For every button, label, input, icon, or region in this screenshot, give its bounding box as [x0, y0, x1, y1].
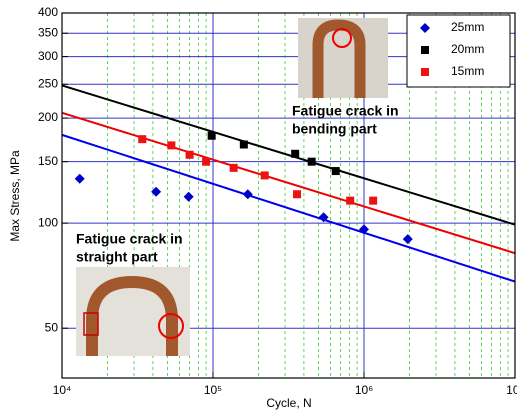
point	[202, 157, 211, 166]
fit-line	[61, 111, 516, 255]
legend: 25mm 20mm 15mm	[406, 14, 511, 88]
legend-label: 25mm	[451, 20, 484, 34]
crack-circle	[158, 313, 184, 339]
point	[74, 173, 85, 184]
point	[207, 131, 216, 140]
legend-marker	[420, 23, 430, 33]
point	[293, 190, 302, 199]
annotation: bending part	[292, 121, 377, 137]
tube	[86, 275, 178, 356]
x-tick-label: 10⁶	[355, 383, 373, 397]
point	[167, 141, 176, 150]
point	[183, 191, 194, 202]
fit-line	[61, 84, 516, 226]
legend-label: 20mm	[451, 42, 484, 56]
fit-line	[61, 133, 516, 283]
legend-label: 15mm	[451, 64, 484, 78]
plot-frame	[61, 12, 516, 379]
crack-box	[83, 312, 99, 336]
y-tick-label: 50	[45, 320, 59, 334]
x-axis-label: Cycle, N	[266, 396, 311, 410]
point	[307, 157, 316, 166]
point	[369, 196, 378, 205]
y-tick-label: 350	[38, 25, 58, 39]
points	[74, 131, 413, 245]
point	[185, 150, 194, 159]
point	[402, 234, 413, 245]
y-tick-label: 400	[38, 5, 58, 19]
point	[331, 167, 340, 176]
tube	[312, 19, 366, 98]
point	[138, 135, 147, 144]
point	[151, 186, 162, 197]
y-tick-label: 200	[38, 110, 58, 124]
y-tick-label: 150	[38, 154, 58, 168]
point	[318, 212, 329, 223]
crack-circle	[332, 28, 352, 48]
point	[346, 196, 355, 205]
x-tick-label: 10⁴	[53, 383, 72, 397]
legend-marker	[421, 68, 429, 76]
point	[291, 149, 300, 158]
fit-lines	[61, 84, 516, 283]
annotation: straight part	[76, 249, 158, 265]
legend-marker	[421, 46, 429, 54]
point	[359, 224, 369, 235]
point	[242, 189, 253, 200]
point	[239, 140, 248, 149]
point	[260, 171, 269, 180]
photo-bending	[298, 18, 388, 98]
y-tick-label: 300	[38, 49, 58, 63]
annotation: Fatigue crack in	[76, 231, 183, 247]
y-tick-label: 250	[38, 76, 58, 90]
annotation: Fatigue crack in	[292, 103, 399, 119]
x-tick-label: 10⁵	[204, 383, 222, 397]
y-tick-label: 100	[38, 215, 58, 229]
y-axis-label: Max Stress, MPa	[8, 150, 22, 242]
photo-straight	[76, 267, 190, 356]
x-tick-label: 10⁷	[506, 383, 517, 397]
point	[229, 163, 238, 172]
